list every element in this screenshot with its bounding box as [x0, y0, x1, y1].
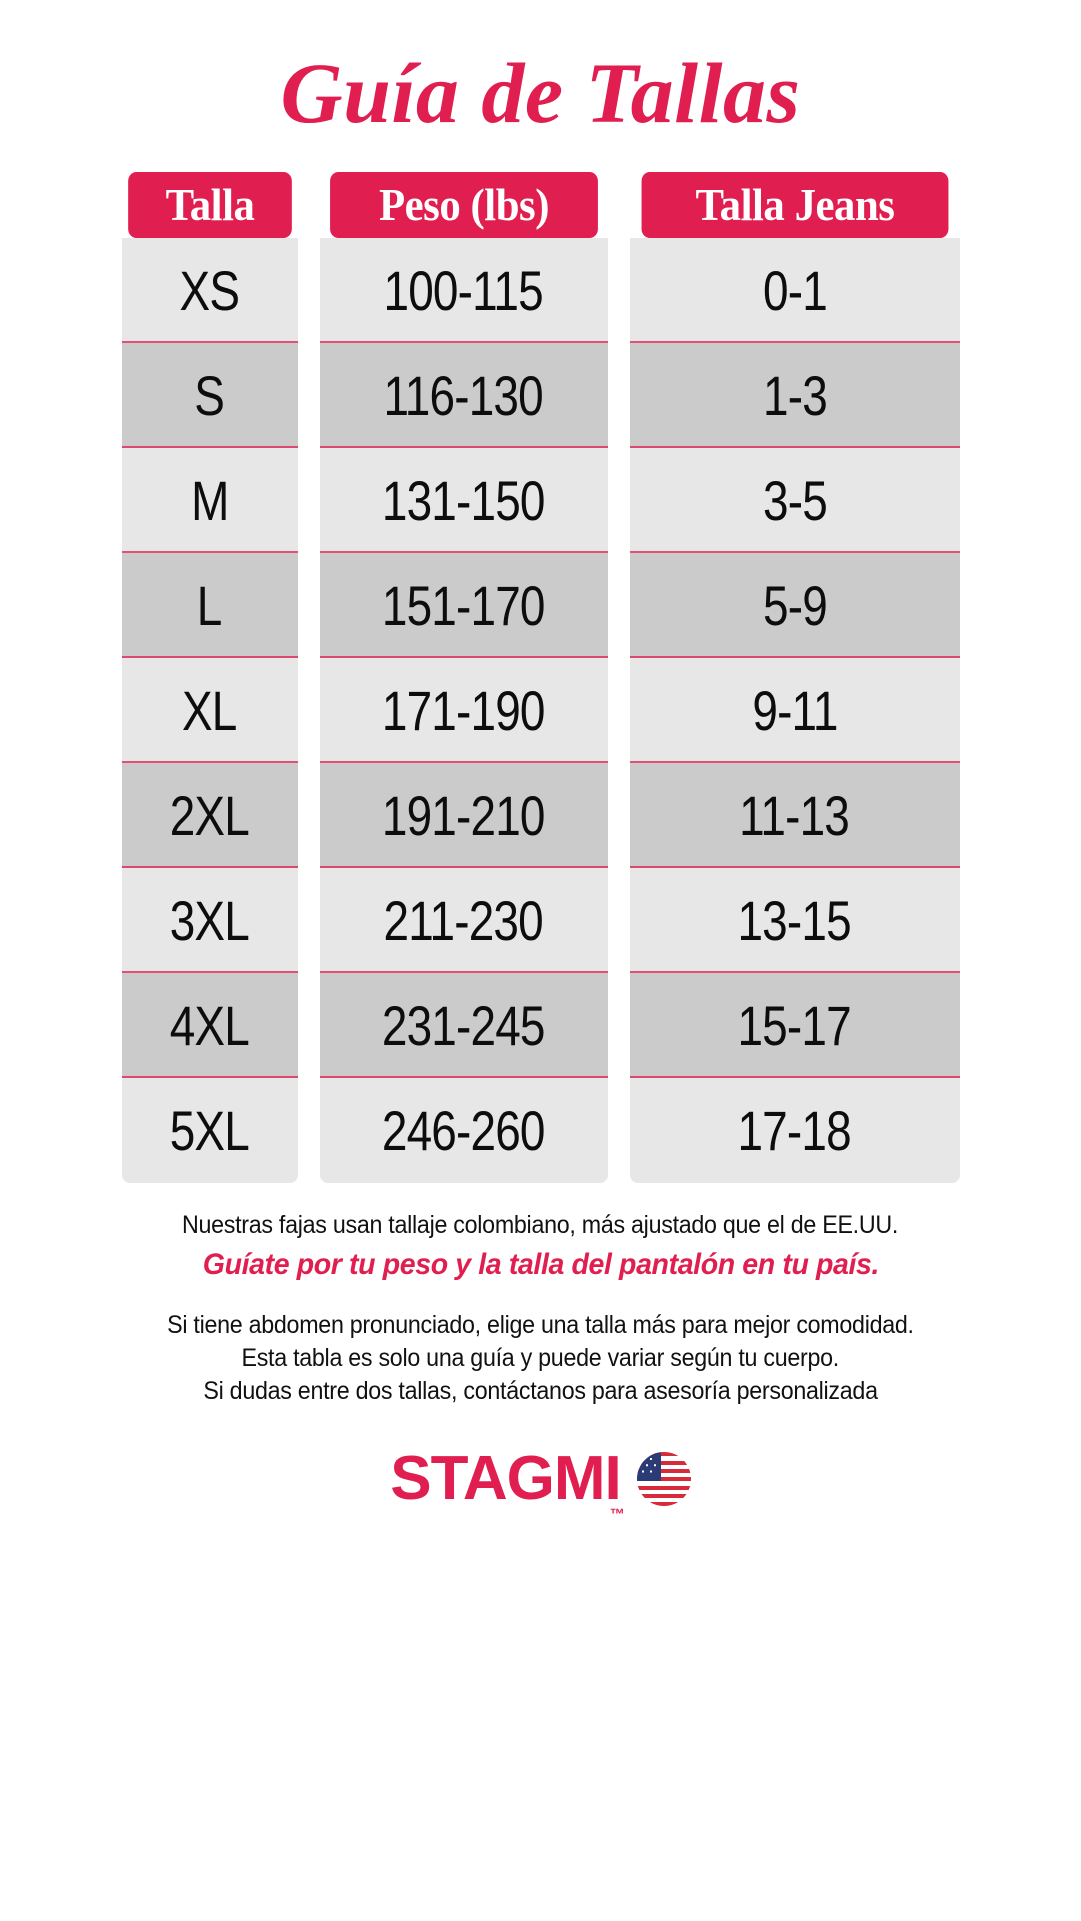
table-cell-peso: 191-210 — [319, 763, 608, 869]
table-cell-talla: M — [121, 448, 298, 554]
table-cell-peso: 100-115 — [319, 238, 608, 344]
table-cell-jeans: 17-18 — [629, 1078, 960, 1184]
column-header-talla-jeans: Talla Jeans — [641, 172, 948, 239]
table-cell-talla: 4XL — [121, 973, 298, 1079]
table-cell-peso: 171-190 — [319, 658, 608, 764]
table-cell-talla: XS — [121, 238, 298, 344]
trademark-symbol: ™ — [609, 1506, 625, 1524]
page-title: Guía de Tallas — [280, 45, 801, 141]
table-cell-jeans: 0-1 — [629, 238, 960, 344]
column-talla: Talla XS S M L XL 2XL 3XL 4XL 5XL — [121, 172, 298, 1184]
column-header-peso: Peso (lbs) — [329, 172, 598, 239]
footer-note-abdomen: Si tiene abdomen pronunciado, elige una … — [167, 1311, 914, 1340]
page-header: Guía de Tallas — [0, 0, 1081, 141]
footer-notes: Nuestras fajas usan tallaje colombiano, … — [0, 1209, 1081, 1408]
brand-name: STAGMI — [390, 1444, 621, 1514]
table-cell-jeans: 11-13 — [629, 763, 960, 869]
table-cell-jeans: 3-5 — [629, 448, 960, 554]
table-cell-peso: 116-130 — [319, 343, 608, 449]
footer-highlight: Guíate por tu peso y la talla del pantal… — [202, 1248, 879, 1282]
table-cell-peso: 151-170 — [319, 553, 608, 659]
table-cell-talla: 2XL — [121, 763, 298, 869]
brand-logo: STAGMI ™ — [0, 1448, 1081, 1524]
table-cell-talla: L — [121, 553, 298, 659]
brand-name-wrap: STAGMI ™ — [390, 1448, 625, 1524]
column-header-talla: Talla — [127, 172, 292, 239]
table-cell-peso: 231-245 — [319, 973, 608, 1079]
us-flag-circle-icon — [636, 1452, 691, 1507]
table-cell-jeans: 15-17 — [629, 973, 960, 1079]
footer-note-contact: Si dudas entre dos tallas, contáctanos p… — [203, 1377, 878, 1406]
footer-note-guide: Esta tabla es solo una guía y puede vari… — [241, 1344, 840, 1373]
table-cell-jeans: 1-3 — [629, 343, 960, 449]
table-cell-peso: 211-230 — [319, 868, 608, 974]
table-cell-jeans: 9-11 — [629, 658, 960, 764]
size-guide-table: Talla XS S M L XL 2XL 3XL 4XL 5XL Peso (… — [32, 172, 1049, 1184]
table-cell-jeans: 13-15 — [629, 868, 960, 974]
table-cell-talla: S — [121, 343, 298, 449]
column-talla-jeans: Talla Jeans 0-1 1-3 3-5 5-9 9-11 11-13 1… — [629, 172, 960, 1184]
table-cell-peso: 131-150 — [319, 448, 608, 554]
flag-stripes — [636, 1452, 691, 1507]
column-peso: Peso (lbs) 100-115 116-130 131-150 151-1… — [319, 172, 608, 1184]
table-cell-peso: 246-260 — [319, 1078, 608, 1184]
flag-canton — [636, 1452, 661, 1482]
footer-note-sizing: Nuestras fajas usan tallaje colombiano, … — [182, 1211, 899, 1240]
table-cell-talla: XL — [121, 658, 298, 764]
table-cell-jeans: 5-9 — [629, 553, 960, 659]
table-cell-talla: 3XL — [121, 868, 298, 974]
table-cell-talla: 5XL — [121, 1078, 298, 1184]
